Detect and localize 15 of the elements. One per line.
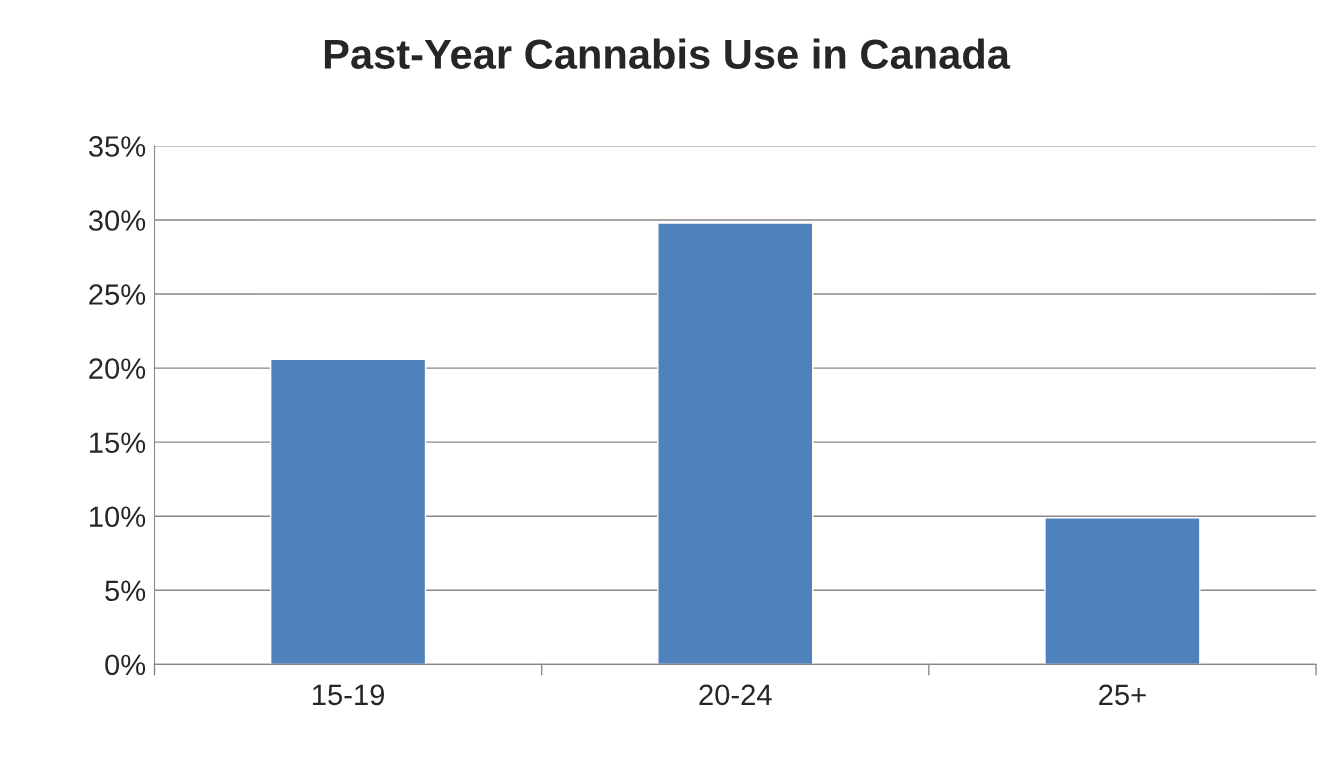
y-tick-label: 0%: [105, 654, 146, 676]
y-tick-label: 5%: [105, 580, 146, 602]
bar: [657, 222, 814, 665]
x-tick-label: 20-24: [699, 684, 772, 706]
y-tick-label: 30%: [88, 210, 146, 231]
bar: [269, 358, 427, 665]
x-tick-label: 15-19: [313, 684, 385, 706]
y-tick-label: 25%: [89, 284, 146, 305]
y-tick-label: 15%: [90, 432, 146, 453]
x-tick-label: 25+: [1099, 684, 1146, 706]
y-tick-label: 20%: [89, 358, 146, 379]
y-tick-label: 10%: [90, 506, 146, 528]
chart-title: Past-Year Cannabis Use in Canada: [324, 38, 1011, 70]
bar: [1044, 516, 1201, 665]
y-tick-label: 35%: [88, 136, 146, 157]
